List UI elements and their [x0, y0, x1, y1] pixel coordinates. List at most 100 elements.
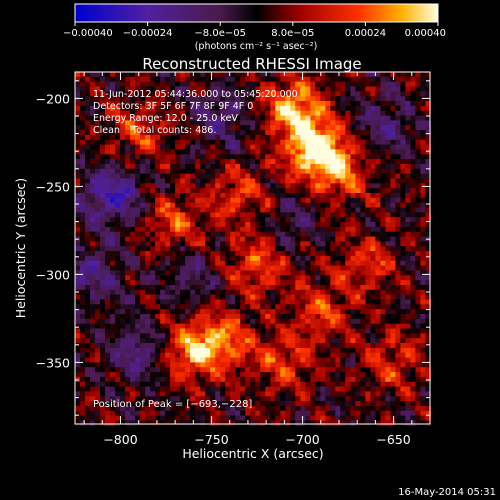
heatmap-cell	[310, 188, 316, 194]
heatmap-cell	[280, 159, 286, 165]
heatmap-cell	[160, 144, 166, 150]
heatmap-cell	[345, 343, 351, 349]
heatmap-cell	[120, 188, 126, 194]
heatmap-cell	[390, 86, 396, 92]
heatmap-cell	[130, 188, 136, 194]
heatmap-cell	[255, 372, 261, 378]
heatmap-cell	[250, 294, 256, 300]
heatmap-cell	[405, 275, 411, 281]
heatmap-cell	[225, 178, 231, 184]
heatmap-cell	[340, 294, 346, 300]
heatmap-cell	[250, 110, 256, 116]
heatmap-cell	[375, 333, 381, 339]
heatmap-cell	[180, 202, 186, 208]
heatmap-cell	[85, 159, 91, 165]
heatmap-cell	[185, 115, 191, 121]
heatmap-cell	[355, 251, 361, 257]
heatmap-cell	[310, 328, 316, 334]
heatmap-cell	[175, 231, 181, 237]
heatmap-cell	[375, 217, 381, 223]
heatmap-cell	[305, 314, 311, 320]
heatmap-cell	[380, 241, 386, 247]
heatmap-cell	[290, 154, 296, 160]
heatmap-cell	[160, 362, 166, 368]
heatmap-cell	[360, 352, 366, 358]
heatmap-cell	[325, 193, 331, 199]
heatmap-cell	[400, 168, 406, 175]
heatmap-cell	[125, 410, 131, 417]
heatmap-cell	[425, 246, 431, 252]
heatmap-cell	[255, 96, 261, 102]
heatmap-cell	[230, 144, 236, 150]
heatmap-cell	[420, 260, 426, 267]
heatmap-cell	[195, 231, 201, 237]
heatmap-cell	[400, 270, 406, 276]
heatmap-cell	[340, 86, 346, 92]
heatmap-cell	[265, 178, 271, 184]
heatmap-cell	[420, 154, 426, 160]
heatmap-cell	[210, 236, 216, 242]
heatmap-cell	[335, 367, 341, 373]
heatmap-cell	[150, 401, 156, 407]
heatmap-cell	[185, 178, 191, 184]
heatmap-cell	[360, 217, 366, 223]
heatmap-cell	[235, 299, 241, 305]
heatmap-cell	[410, 246, 416, 252]
heatmap-cell	[265, 231, 271, 237]
heatmap-cell	[255, 304, 261, 310]
heatmap-cell	[200, 357, 206, 363]
heatmap-cell	[110, 333, 116, 339]
heatmap-cell	[220, 386, 226, 392]
heatmap-cell	[145, 120, 151, 126]
heatmap-cell	[270, 352, 276, 358]
heatmap-cell	[95, 188, 101, 194]
heatmap-cell	[350, 285, 356, 291]
heatmap-cell	[130, 212, 136, 218]
heatmap-cell	[405, 173, 411, 179]
heatmap-cell	[165, 338, 171, 344]
heatmap-cell	[360, 357, 366, 363]
colorbar-gradient	[74, 3, 439, 23]
heatmap-cell	[350, 323, 356, 329]
heatmap-cell	[255, 323, 261, 329]
heatmap-cell	[235, 376, 241, 383]
heatmap-cell	[400, 149, 406, 155]
heatmap-cell	[190, 217, 196, 223]
heatmap-cell	[425, 362, 431, 368]
heatmap-cell	[110, 236, 116, 242]
heatmap-cell	[325, 343, 331, 349]
heatmap-cell	[340, 154, 346, 160]
heatmap-cell	[345, 178, 351, 184]
heatmap-cell	[385, 352, 391, 358]
heatmap-cell	[290, 72, 296, 78]
heatmap-cell	[295, 81, 301, 87]
heatmap-cell	[280, 236, 286, 242]
heatmap-cell	[275, 396, 281, 402]
heatmap-cell	[230, 168, 236, 175]
heatmap-cell	[215, 406, 221, 412]
heatmap-cell	[175, 72, 181, 78]
heatmap-cell	[390, 352, 396, 358]
heatmap-cell	[320, 401, 326, 407]
heatmap-cell	[325, 396, 331, 402]
heatmap-cell	[420, 338, 426, 344]
heatmap-cell	[75, 285, 81, 291]
heatmap-cell	[385, 217, 391, 223]
heatmap-cell	[165, 386, 171, 392]
heatmap-cell	[305, 139, 311, 146]
heatmap-cell	[155, 294, 161, 300]
heatmap-cell	[80, 376, 86, 383]
heatmap-cell	[240, 159, 246, 165]
heatmap-cell	[215, 396, 221, 402]
heatmap-cell	[290, 168, 296, 175]
heatmap-cell	[180, 280, 186, 286]
heatmap-cell	[395, 391, 401, 397]
heatmap-cell	[115, 149, 121, 155]
heatmap-cell	[400, 391, 406, 397]
heatmap-cell	[360, 130, 366, 136]
heatmap-cell	[235, 343, 241, 349]
heatmap-cell	[235, 178, 241, 184]
heatmap-cell	[340, 241, 346, 247]
heatmap-cell	[235, 134, 241, 141]
heatmap-cell	[220, 173, 226, 179]
